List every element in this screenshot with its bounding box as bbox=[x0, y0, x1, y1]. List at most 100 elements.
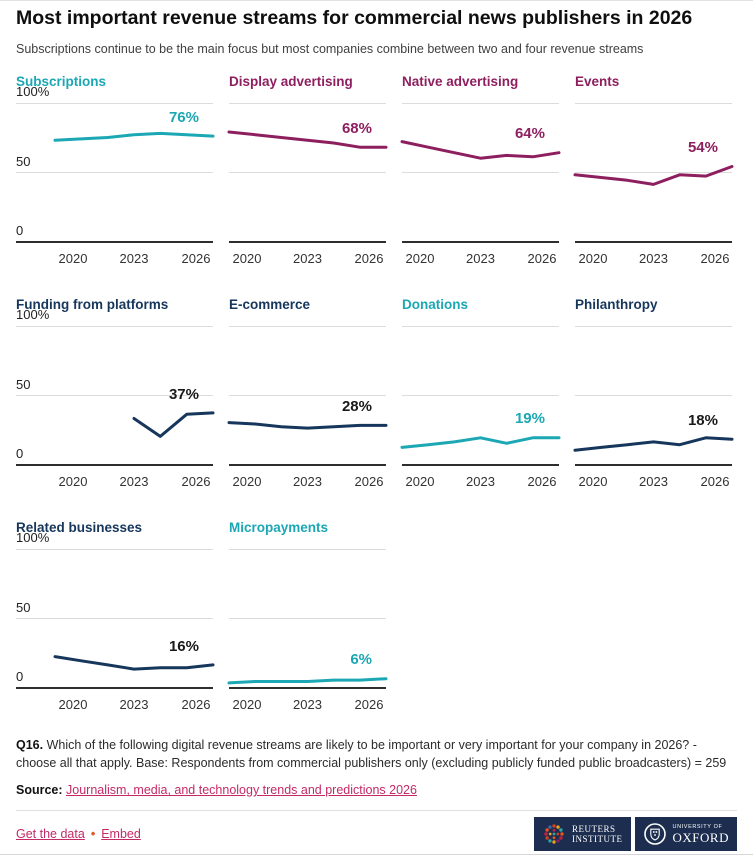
series-value-label: 28% bbox=[341, 398, 372, 416]
x-tick-label: 2023 bbox=[293, 696, 322, 712]
trend-line-svg bbox=[573, 435, 734, 452]
page-subtitle: Subscriptions continue to be the main fo… bbox=[16, 41, 644, 56]
x-tick-label: 2020 bbox=[578, 473, 608, 489]
trend-line bbox=[400, 435, 561, 449]
x-axis-labels: 2020 2023 2026 bbox=[402, 248, 559, 270]
trend-line bbox=[227, 420, 388, 430]
gridline-50 bbox=[402, 171, 559, 173]
x-tick-label: 2026 bbox=[700, 250, 730, 266]
trend-line bbox=[227, 676, 388, 685]
trend-line bbox=[573, 164, 734, 186]
x-axis-labels: 2020 2023 2026 bbox=[575, 471, 732, 493]
x-tick-label: 2026 bbox=[181, 696, 211, 712]
x-axis-labels: 2020 2023 2026 bbox=[16, 248, 213, 270]
gridline-50 bbox=[16, 617, 213, 619]
oxford-crest-icon bbox=[643, 823, 666, 845]
gridline-50 bbox=[229, 617, 386, 619]
series-value-label: 19% bbox=[514, 410, 545, 428]
chart-cell-donations: Donations 19% 2020 2023 2026 bbox=[400, 296, 561, 493]
gridline-100 bbox=[16, 325, 213, 327]
series-value-label: 6% bbox=[350, 651, 372, 669]
reuters-logo-line2: INSTITUTE bbox=[572, 834, 623, 845]
gridline-50 bbox=[16, 394, 213, 396]
x-tick-label: 2020 bbox=[58, 250, 88, 266]
footer-divider bbox=[16, 810, 737, 812]
chart-title: Philanthropy bbox=[575, 296, 658, 312]
gridline-100 bbox=[229, 102, 386, 104]
trend-line bbox=[400, 139, 561, 160]
x-tick-label: 2026 bbox=[354, 473, 384, 489]
y-axis-label: 50 bbox=[16, 376, 31, 392]
x-tick-label: 2023 bbox=[639, 250, 668, 266]
chart-title: Display advertising bbox=[229, 73, 353, 89]
footer-bottom-row: Get the data • Embed REUTERS INSTITUTE bbox=[16, 811, 737, 855]
x-tick-label: 2026 bbox=[181, 250, 211, 266]
oxford-logo[interactable]: UNIVERSITY OF OXFORD bbox=[634, 817, 737, 852]
chart-cell-micropayments: Micropayments 6% 2020 2023 2026 bbox=[227, 520, 388, 716]
x-tick-label: 2020 bbox=[405, 473, 435, 489]
gridline-50 bbox=[229, 394, 386, 396]
trend-line bbox=[227, 130, 388, 149]
question-text: Which of the following digital revenue s… bbox=[16, 737, 727, 771]
trend-line-svg bbox=[227, 676, 388, 685]
oxford-logo-line2: OXFORD bbox=[672, 830, 729, 846]
x-tick-label: 2023 bbox=[293, 473, 322, 489]
gridline-100 bbox=[229, 325, 386, 327]
gridline-100 bbox=[402, 102, 559, 104]
x-axis-labels: 2020 2023 2026 bbox=[575, 248, 732, 270]
x-tick-label: 2026 bbox=[181, 473, 211, 489]
chart-plot-area: 100% 50 0 16% bbox=[16, 530, 215, 689]
x-tick-label: 2020 bbox=[405, 250, 435, 266]
get-the-data-link[interactable]: Get the data bbox=[16, 827, 85, 842]
chart-title: E-commerce bbox=[229, 296, 311, 312]
trend-line-svg bbox=[573, 164, 734, 186]
y-axis-label: 50 bbox=[16, 599, 31, 615]
chart-title: Donations bbox=[402, 296, 468, 312]
x-tick-label: 2026 bbox=[527, 250, 557, 266]
reuters-logo-line1: REUTERS bbox=[572, 824, 616, 835]
gridline-50 bbox=[402, 394, 559, 396]
gridline-100 bbox=[229, 548, 386, 550]
chart-title: Native advertising bbox=[402, 73, 519, 89]
chart-plot-area: 100% 50 0 76% bbox=[16, 84, 215, 243]
x-tick-label: 2023 bbox=[293, 250, 322, 266]
trend-line bbox=[573, 435, 734, 452]
gridline-50 bbox=[229, 171, 386, 173]
trend-line bbox=[53, 654, 215, 671]
gridline-100 bbox=[402, 325, 559, 327]
source-label: Source: bbox=[16, 783, 63, 798]
chart-cell-native-advertising: Native advertising 64% 2020 2023 2026 bbox=[400, 73, 561, 270]
chart-plot-area: 64% bbox=[400, 102, 561, 243]
trend-line-svg bbox=[227, 420, 388, 430]
x-tick-label: 2026 bbox=[354, 696, 384, 712]
page-title: Most important revenue streams for comme… bbox=[16, 7, 693, 29]
series-value-label: 68% bbox=[341, 119, 372, 137]
y-axis-label: 0 bbox=[16, 222, 24, 238]
series-value-label: 16% bbox=[168, 637, 199, 655]
chart-cell-funding-from-platforms: Funding from platforms 100% 50 0 37% 2020 2023… bbox=[16, 297, 215, 493]
oxford-logo-text: UNIVERSITY OF OXFORD bbox=[673, 824, 729, 844]
x-axis-labels: 2020 2023 2026 bbox=[229, 471, 386, 493]
chart-plot-area: 6% bbox=[227, 548, 388, 689]
x-tick-label: 2023 bbox=[119, 473, 149, 489]
chart-plot-area: 19% bbox=[400, 325, 561, 466]
series-value-label: 64% bbox=[514, 125, 545, 143]
y-axis-label: 100% bbox=[16, 83, 50, 99]
oxford-logo-line1: UNIVERSITY OF bbox=[672, 824, 723, 831]
y-axis-label: 0 bbox=[16, 445, 24, 461]
embed-link[interactable]: Embed bbox=[101, 827, 141, 842]
x-tick-label: 2026 bbox=[354, 250, 384, 266]
question-number: Q16. bbox=[16, 737, 44, 752]
series-value-label: 76% bbox=[168, 108, 199, 126]
gridline-50 bbox=[575, 394, 732, 396]
series-value-label: 18% bbox=[687, 411, 718, 429]
x-tick-label: 2020 bbox=[232, 250, 262, 266]
source-link[interactable]: Journalism, media, and technology trends… bbox=[66, 783, 417, 798]
trend-line-svg bbox=[227, 130, 388, 149]
x-axis-labels: 2020 2023 2026 bbox=[402, 471, 559, 493]
gridline-100 bbox=[575, 102, 732, 104]
trend-line bbox=[132, 411, 215, 438]
gridline-50 bbox=[575, 171, 732, 173]
reuters-institute-logo[interactable]: REUTERS INSTITUTE bbox=[534, 817, 631, 852]
x-tick-label: 2023 bbox=[639, 473, 668, 489]
